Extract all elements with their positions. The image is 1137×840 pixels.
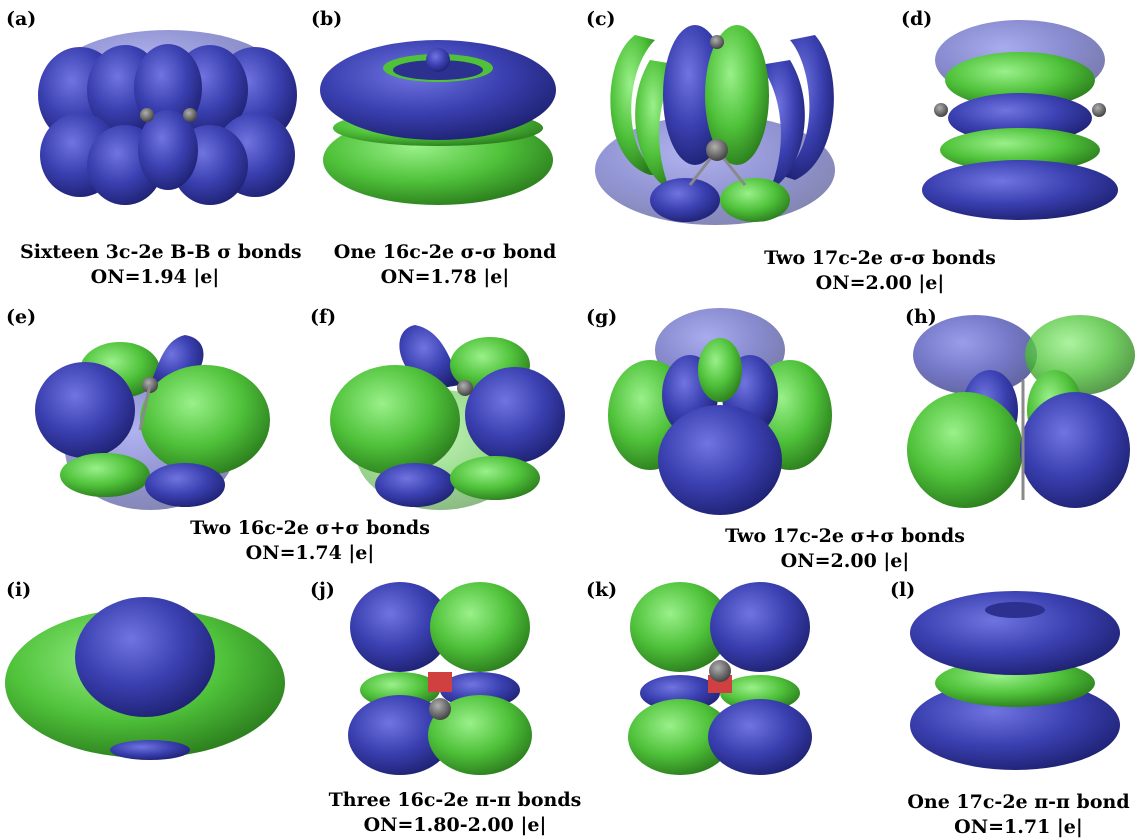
panel-label-f: (f) xyxy=(310,306,337,328)
panel-label-c: (c) xyxy=(586,8,616,30)
caption-jk-title: Three 16c-2e π-π bonds xyxy=(328,789,582,811)
caption-ef: Two 16c-2e σ+σ bonds ON=1.74 |e| xyxy=(170,516,450,566)
panel-label-e: (e) xyxy=(6,306,37,328)
caption-jk: Three 16c-2e π-π bonds ON=1.80-2.00 |e| xyxy=(310,788,600,838)
caption-cd-title: Two 17c-2e σ-σ bonds xyxy=(764,247,996,269)
caption-a: Sixteen 3c-2e B-B σ bonds ON=1.94 |e| xyxy=(20,240,302,290)
orbital-g-isosurface xyxy=(608,308,832,515)
caption-jk-occupation: ON=1.80-2.00 |e| xyxy=(363,814,547,836)
caption-gh-title: Two 17c-2e σ+σ bonds xyxy=(725,525,965,547)
panel-a: (a) xyxy=(0,0,297,220)
orbital-a-isosurface xyxy=(38,30,297,205)
caption-b-title: One 16c-2e σ-σ bond xyxy=(333,241,557,263)
caption-b: One 16c-2e σ-σ bond ON=1.78 |e| xyxy=(315,240,575,290)
orbital-f-isosurface xyxy=(330,325,565,510)
panel-label-h: (h) xyxy=(905,306,937,328)
panel-label-l: (l) xyxy=(890,579,916,601)
panel-h: (h) xyxy=(895,300,1137,515)
panel-label-d: (d) xyxy=(901,8,933,30)
panel-d: (d) xyxy=(895,0,1135,230)
caption-cd: Two 17c-2e σ-σ bonds ON=2.00 |e| xyxy=(730,246,1030,296)
panel-label-a: (a) xyxy=(6,8,37,30)
orbital-e-isosurface xyxy=(35,335,270,510)
caption-l: One 17c-2e π-π bond ON=1.71 |e| xyxy=(900,790,1137,840)
panel-f: (f) xyxy=(300,300,580,515)
caption-l-occupation: ON=1.71 |e| xyxy=(954,816,1083,838)
panel-k: (k) xyxy=(580,575,860,775)
caption-ef-title: Two 16c-2e σ+σ bonds xyxy=(190,517,430,539)
panel-g: (g) xyxy=(580,300,860,515)
caption-a-occupation: ON=1.94 |e| xyxy=(90,266,220,288)
panel-label-k: (k) xyxy=(586,579,618,601)
caption-ef-occupation: ON=1.74 |e| xyxy=(245,542,375,564)
orbital-c-isosurface xyxy=(595,25,835,225)
panel-label-i: (i) xyxy=(6,579,32,601)
orbital-j-isosurface xyxy=(348,582,532,775)
caption-b-occupation: ON=1.78 |e| xyxy=(380,266,510,288)
panel-l: (l) xyxy=(880,575,1137,775)
orbital-b-isosurface xyxy=(320,40,556,205)
panel-i: (i) xyxy=(0,575,285,775)
panel-e: (e) xyxy=(0,300,300,515)
orbital-l-isosurface xyxy=(910,591,1120,770)
panel-label-j: (j) xyxy=(310,579,335,601)
orbital-k-isosurface xyxy=(628,582,812,775)
panel-label-b: (b) xyxy=(311,8,343,30)
panel-c: (c) xyxy=(580,0,855,230)
panel-j: (j) xyxy=(300,575,580,780)
orbital-h-isosurface xyxy=(907,315,1135,508)
caption-cd-occupation: ON=2.00 |e| xyxy=(815,272,945,294)
caption-l-title: One 17c-2e π-π bond xyxy=(907,791,1130,813)
orbital-d-isosurface xyxy=(922,20,1118,220)
panel-label-g: (g) xyxy=(586,306,618,328)
orbital-i-isosurface xyxy=(5,597,285,760)
panel-b: (b) xyxy=(305,0,575,220)
caption-gh: Two 17c-2e σ+σ bonds ON=2.00 |e| xyxy=(705,524,985,574)
caption-gh-occupation: ON=2.00 |e| xyxy=(780,550,910,572)
caption-a-title: Sixteen 3c-2e B-B σ bonds xyxy=(20,241,302,263)
